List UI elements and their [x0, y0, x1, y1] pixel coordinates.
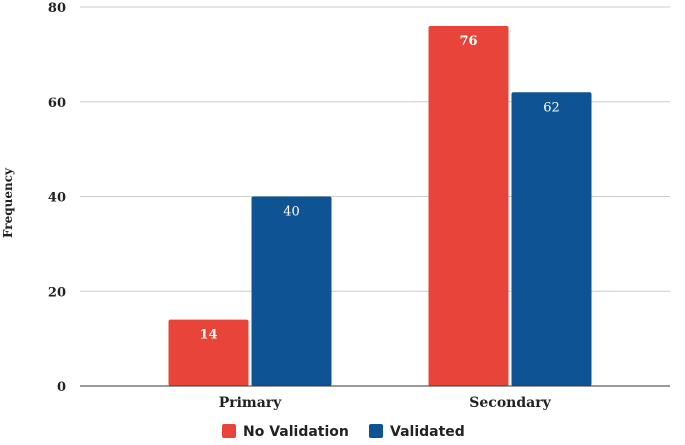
y-tick-label: 60: [48, 96, 66, 111]
bar-chart: 0 20 40 60 80 Frequency 14 76 40 62 Primary Seco…: [0, 0, 685, 440]
y-axis-ticks: 0 20 40 60 80: [48, 1, 66, 395]
legend-label: No Validation: [243, 424, 349, 440]
y-axis-title: Frequency: [1, 167, 15, 238]
bar-no-validation-secondary: [429, 26, 509, 386]
chart-svg: 0 20 40 60 80 Frequency 14 76 40 62 Primary Seco…: [0, 0, 685, 440]
x-category-label: Primary: [219, 395, 282, 411]
legend-label: Validated: [390, 424, 465, 440]
y-tick-label: 20: [48, 285, 66, 300]
bar-value-label: 76: [459, 34, 477, 49]
legend-swatch-no-validation: [222, 424, 236, 438]
legend-swatch-validated: [369, 424, 383, 438]
x-axis-categories: Primary Secondary: [219, 395, 552, 411]
x-category-label: Secondary: [469, 395, 551, 411]
y-tick-label: 40: [48, 191, 66, 206]
bar-value-label: 40: [283, 205, 300, 220]
bars: [169, 26, 592, 386]
y-tick-label: 80: [48, 1, 66, 16]
y-tick-label: 0: [57, 380, 66, 395]
bar-value-label: 14: [199, 328, 217, 343]
bar-value-label: 62: [543, 100, 560, 115]
bar-validated-secondary: [512, 92, 592, 386]
bar-validated-primary: [252, 197, 332, 387]
legend: No Validation Validated: [222, 424, 465, 440]
